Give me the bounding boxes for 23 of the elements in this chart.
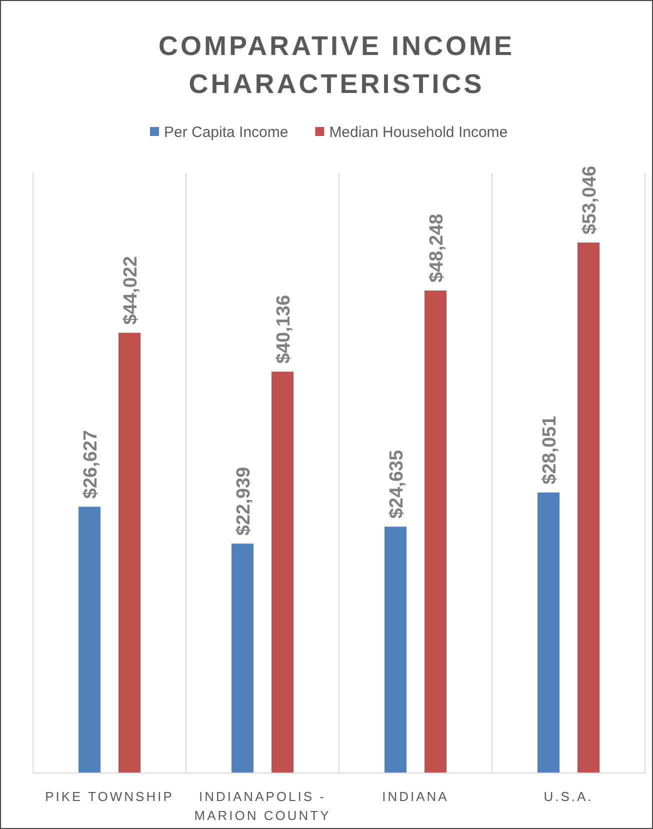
- bar: [118, 332, 140, 773]
- bar: [272, 372, 294, 773]
- data-label: $53,046: [580, 166, 600, 235]
- data-label: $48,248: [426, 214, 448, 283]
- data-label: $44,022: [120, 256, 142, 325]
- data-label: $24,635: [386, 450, 408, 519]
- x-tick-label: PIKE TOWNSHIP: [45, 789, 174, 804]
- x-tick-label: U.S.A.: [544, 789, 594, 804]
- x-tick-label: INDIANA: [382, 789, 449, 804]
- data-label: $26,627: [80, 430, 102, 499]
- x-tick-label: INDIANAPOLIS - MARION COUNTY: [194, 789, 331, 823]
- bar: [424, 290, 446, 773]
- legend-label: Per Capita Income: [164, 124, 288, 141]
- bar: [78, 506, 100, 773]
- legend-label: Median Household Income: [329, 124, 508, 141]
- bar: [384, 526, 406, 773]
- bar: [538, 492, 560, 773]
- data-label: $40,136: [274, 294, 294, 364]
- data-label: $28,051: [540, 415, 560, 484]
- bar: [232, 544, 254, 773]
- bar: [578, 242, 600, 773]
- data-label: $22,939: [234, 466, 254, 536]
- chart-title: COMPARATIVE INCOME CHARACTERISTICS: [158, 31, 515, 99]
